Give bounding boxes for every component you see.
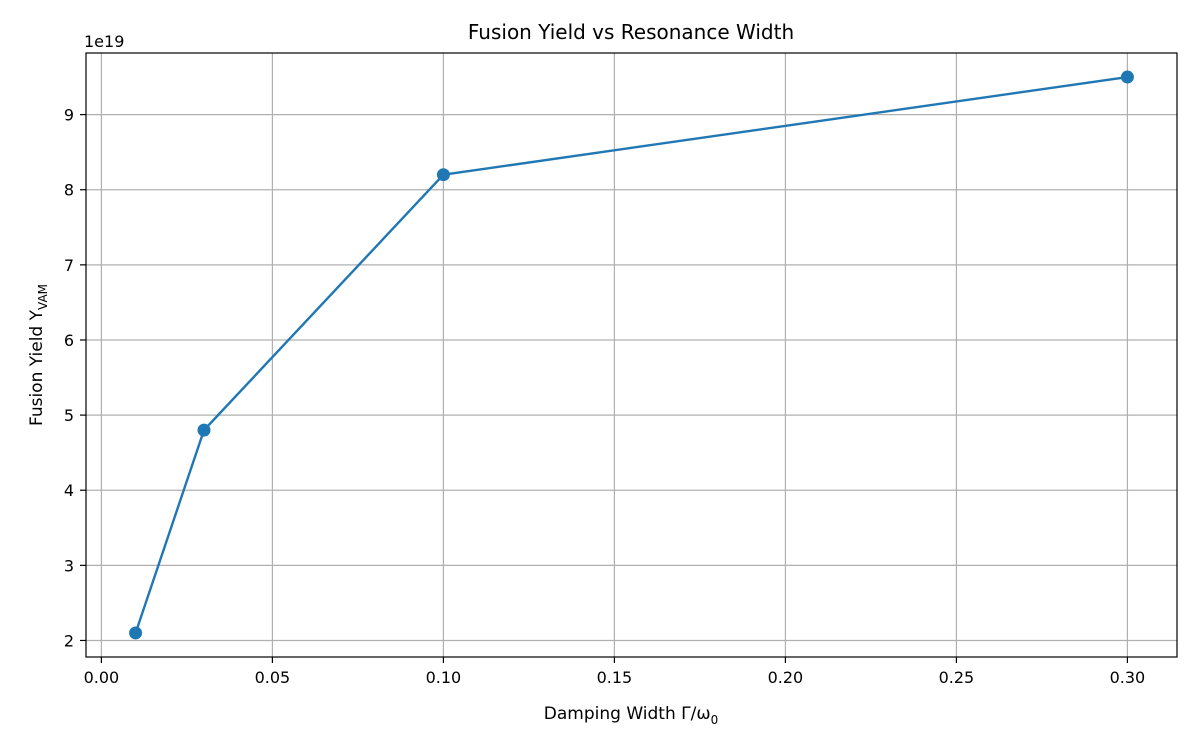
grid (86, 53, 1177, 657)
y-axis-ticks: 2 3 4 5 6 7 8 9 (64, 106, 86, 650)
data-point (436, 168, 450, 182)
x-tick-label: 0.15 (597, 668, 633, 687)
x-axis-title-main: Damping Width Γ/ω (544, 704, 711, 724)
y-offset-label: 1e19 (84, 32, 124, 51)
y-tick-label: 8 (64, 181, 74, 200)
y-axis-title: Fusion Yield YVAM (27, 284, 50, 426)
x-tick-label: 0.05 (255, 668, 291, 687)
y-tick-label: 6 (64, 331, 74, 350)
x-tick-label: 0.25 (939, 668, 975, 687)
y-axis-title-main: Fusion Yield Y (27, 309, 47, 426)
plot-area-frame (85, 52, 1178, 658)
series-group (129, 70, 1134, 640)
y-tick-label: 2 (64, 631, 74, 650)
y-axis-title-subscript: VAM (36, 284, 50, 310)
x-tick-label: 0.10 (426, 668, 462, 687)
x-tick-label: 0.30 (1110, 668, 1146, 687)
y-tick-label: 3 (64, 556, 74, 575)
x-tick-label: 0.20 (768, 668, 804, 687)
data-point (1120, 70, 1134, 84)
x-axis-title: Damping Width Γ/ω0 (544, 704, 718, 727)
series-line (134, 75, 1128, 634)
y-tick-label: 9 (64, 106, 74, 125)
y-tick-label: 4 (64, 481, 74, 500)
data-point (197, 423, 211, 437)
x-tick-label: 0.00 (84, 668, 120, 687)
x-axis-ticks: 0.00 0.05 0.10 0.15 0.20 0.25 0.30 (84, 657, 1146, 687)
y-tick-label: 5 (64, 406, 74, 425)
y-tick-label: 7 (64, 256, 74, 275)
chart-title: Fusion Yield vs Resonance Width (468, 20, 794, 44)
data-point (129, 626, 143, 640)
x-axis-title-subscript: 0 (711, 713, 719, 727)
